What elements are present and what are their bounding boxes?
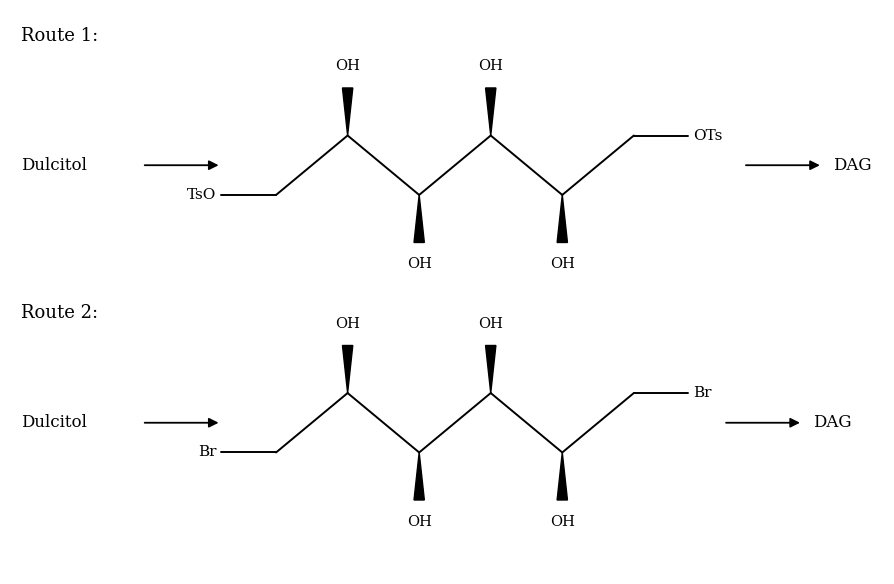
Text: DAG: DAG (812, 414, 850, 431)
Polygon shape (485, 346, 495, 393)
Text: Route 1:: Route 1: (21, 26, 97, 44)
Text: Dulcitol: Dulcitol (21, 414, 87, 431)
Text: OH: OH (477, 59, 502, 73)
Polygon shape (485, 88, 495, 135)
Text: OH: OH (549, 258, 574, 272)
Polygon shape (556, 453, 567, 500)
Text: Dulcitol: Dulcitol (21, 157, 87, 173)
Text: OH: OH (335, 59, 359, 73)
Text: OTs: OTs (693, 128, 722, 142)
Polygon shape (414, 453, 424, 500)
Polygon shape (342, 346, 352, 393)
Polygon shape (414, 195, 424, 242)
Text: OH: OH (406, 258, 431, 272)
Text: DAG: DAG (831, 157, 870, 173)
Polygon shape (556, 195, 567, 242)
Text: OH: OH (406, 515, 431, 529)
Polygon shape (342, 88, 352, 135)
Text: Br: Br (693, 386, 711, 400)
Text: TsO: TsO (187, 188, 216, 202)
Text: OH: OH (477, 317, 502, 331)
Text: OH: OH (335, 317, 359, 331)
Text: Br: Br (198, 446, 216, 460)
Text: Route 2:: Route 2: (21, 304, 97, 322)
Text: OH: OH (549, 515, 574, 529)
